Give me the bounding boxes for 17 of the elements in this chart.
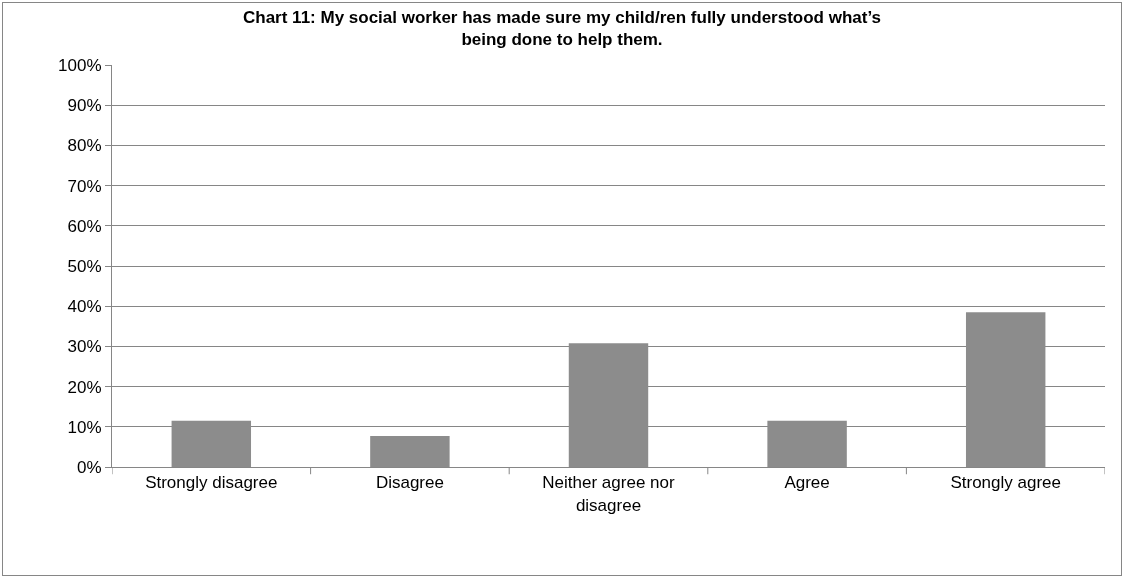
chart-title: Chart 11: My social worker has made sure my child/ren fully understood what’s being done to help them. xyxy=(243,8,881,50)
y-tick-label: 100% xyxy=(58,55,102,75)
x-tick-label: Strongly agree xyxy=(950,473,1061,493)
y-tick-label: 10% xyxy=(67,417,102,437)
y-tick-label: 90% xyxy=(67,96,102,116)
y-tick-label: 80% xyxy=(67,136,102,156)
y-tick-label: 40% xyxy=(67,297,102,317)
y-tick-label: 70% xyxy=(67,176,102,196)
x-tick-label: Strongly disagree xyxy=(145,473,278,493)
y-tick-label: 0% xyxy=(77,457,102,477)
x-tick-label: Disagree xyxy=(375,473,444,493)
x-tick-label: Agree xyxy=(784,473,830,493)
y-tick-label: 30% xyxy=(67,337,102,357)
x-tick-label: Neither agree nor disagree xyxy=(542,473,675,515)
y-tick-label: 60% xyxy=(67,216,102,236)
y-tick-label: 20% xyxy=(67,377,102,397)
y-tick-label: 50% xyxy=(67,256,102,276)
